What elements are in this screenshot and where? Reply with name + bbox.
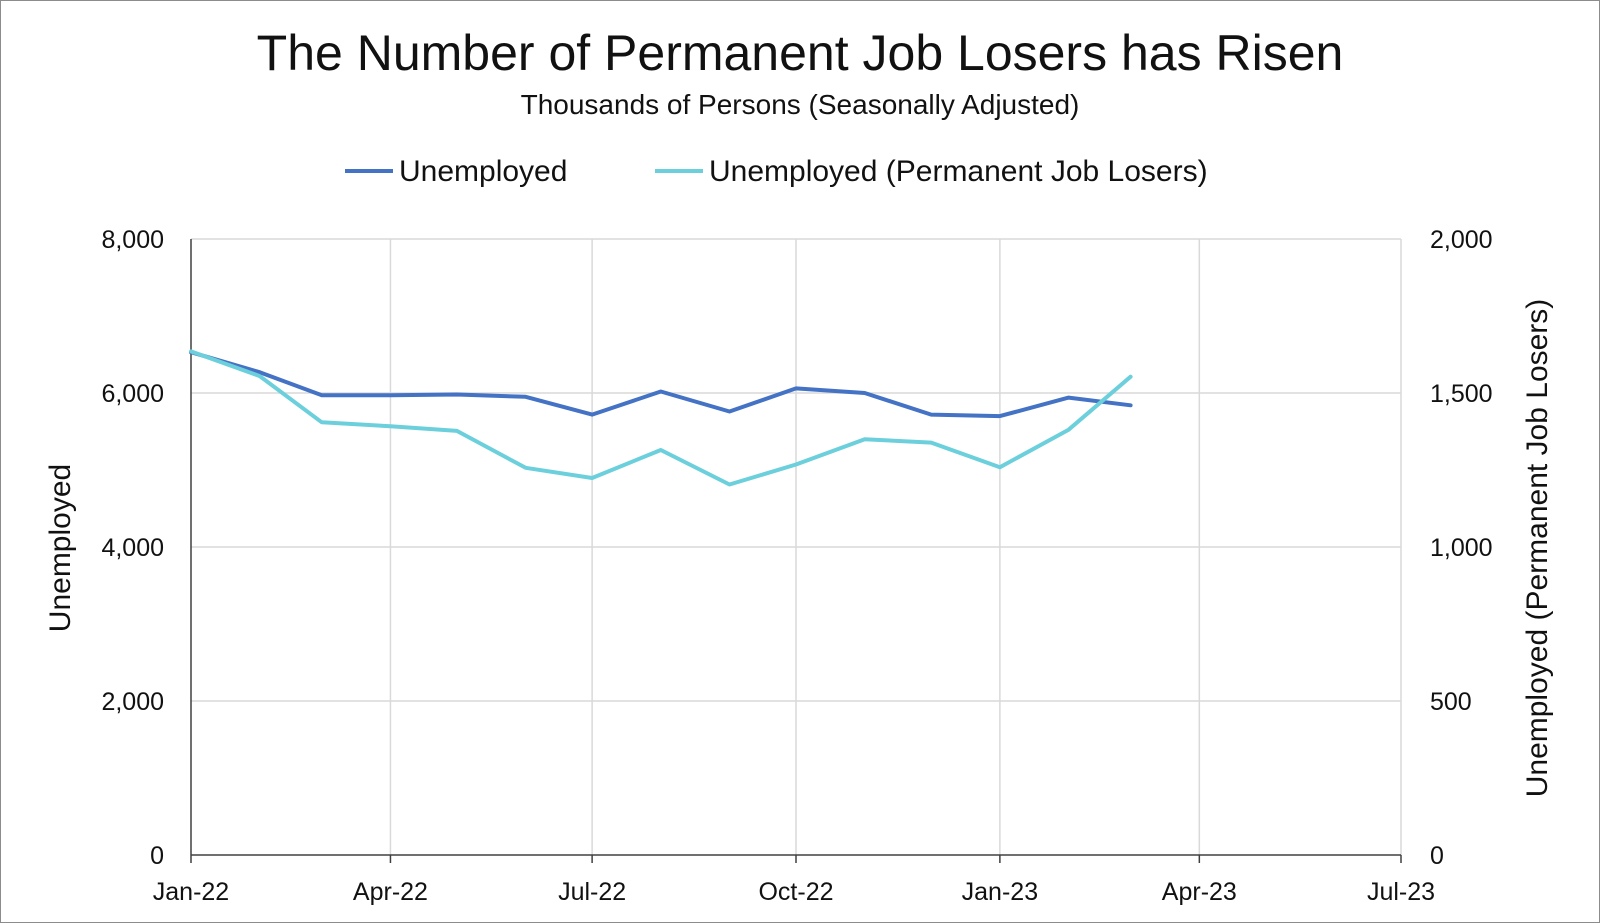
y-right-tick-label: 0 <box>1430 842 1444 870</box>
y-right-tick-label: 1,000 <box>1430 534 1493 562</box>
y-right-tick-label: 500 <box>1430 688 1472 716</box>
y-axis-left-title: Unemployed <box>44 464 77 632</box>
y-right-tick-label: 1,500 <box>1430 380 1493 408</box>
series-line-unemployed-permanent-job-losers <box>189 349 1133 487</box>
chart-subtitle: Thousands of Persons (Seasonally Adjuste… <box>521 89 1080 120</box>
x-tick-label: Jul-22 <box>558 878 626 906</box>
x-tick-label: Jan-22 <box>153 878 229 906</box>
y-axis-right-title: Unemployed (Permanent Job Losers) <box>1521 299 1554 798</box>
gridlines <box>191 238 1402 855</box>
chart-title: The Number of Permanent Job Losers has R… <box>257 25 1344 81</box>
y-left-tick-label: 0 <box>150 842 164 870</box>
legend: Unemployed Unemployed (Permanent Job Los… <box>345 155 1208 188</box>
x-tick-label: Jul-23 <box>1367 878 1435 906</box>
y-left-tick-label: 2,000 <box>101 688 164 716</box>
y-axis-left-ticks: 0 2,000 4,000 6,000 8,000 <box>101 226 164 870</box>
y-axis-right-ticks: 0 500 1,000 1,500 2,000 <box>1430 226 1493 870</box>
legend-label-unemployed: Unemployed <box>399 155 567 188</box>
y-left-tick-label: 4,000 <box>101 534 164 562</box>
y-left-tick-label: 8,000 <box>101 226 164 254</box>
y-right-tick-label: 2,000 <box>1430 226 1493 254</box>
series-layer <box>189 349 1133 487</box>
x-axis-ticks: Jan-22 Apr-22 Jul-22 Oct-22 Jan-23 Apr-23 Jul-… <box>153 855 1435 906</box>
x-tick-label: Apr-23 <box>1162 878 1237 906</box>
series-line-unemployed <box>189 350 1133 419</box>
y-left-tick-label: 6,000 <box>101 380 164 408</box>
x-tick-label: Jan-23 <box>962 878 1038 906</box>
legend-label-permanent-job-losers: Unemployed (Permanent Job Losers) <box>709 155 1208 188</box>
x-tick-label: Oct-22 <box>758 878 833 906</box>
x-tick-label: Apr-22 <box>353 878 428 906</box>
